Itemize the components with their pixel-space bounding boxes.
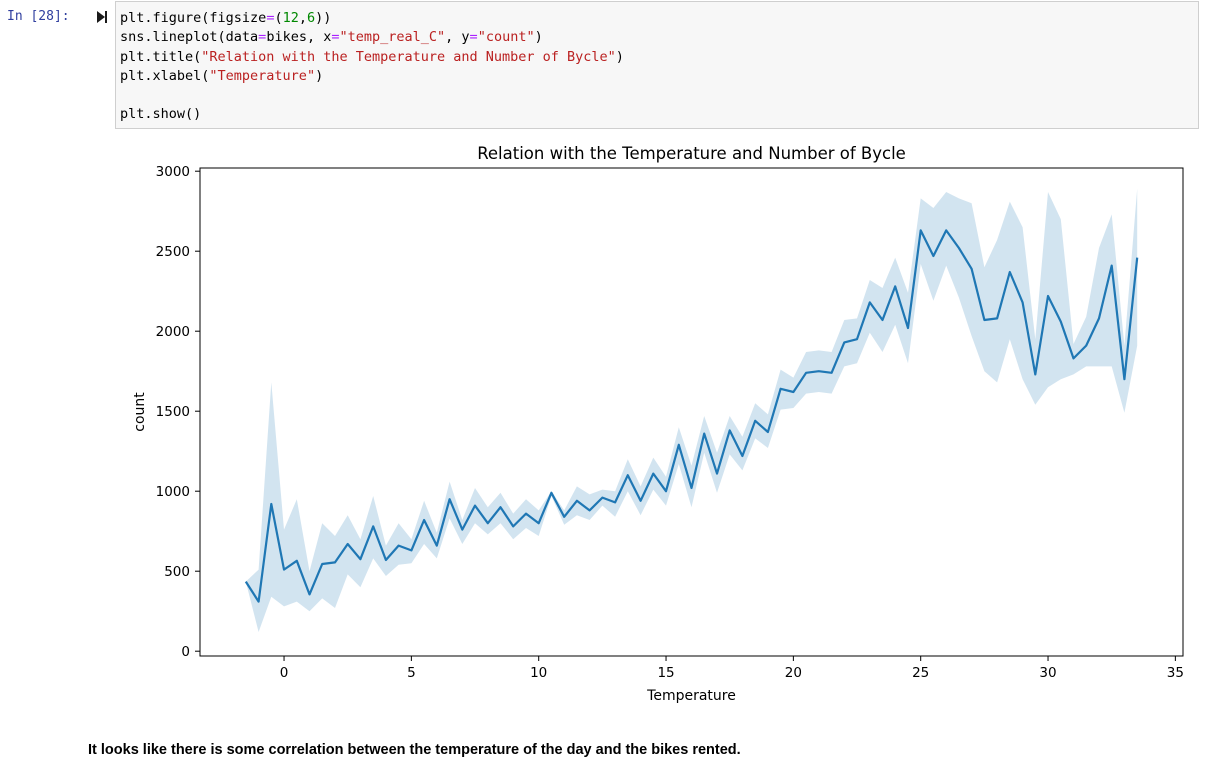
code-token: ) bbox=[315, 67, 324, 84]
y-tick-label: 2500 bbox=[156, 244, 190, 260]
code-token: bikes, x bbox=[266, 29, 332, 46]
cell-prompt: In [28]: bbox=[7, 9, 70, 24]
code-token: plt.xlabel( bbox=[120, 67, 210, 84]
x-tick-label: 10 bbox=[530, 665, 547, 681]
code-token: "Temperature" bbox=[209, 67, 316, 84]
chart-title: Relation with the Temperature and Number… bbox=[477, 144, 906, 163]
code-token: = bbox=[258, 29, 267, 46]
y-tick-label: 500 bbox=[164, 564, 190, 580]
code-token: ( bbox=[274, 10, 283, 26]
code-editor[interactable]: plt.figure(figsize=(12,6)) sns.lineplot(… bbox=[120, 9, 624, 125]
code-token: , bbox=[298, 10, 307, 26]
code-token: 6 bbox=[307, 10, 316, 26]
x-tick-label: 5 bbox=[407, 665, 416, 681]
y-tick-label: 1500 bbox=[156, 404, 190, 420]
chart: 0 5 10 15 20 25 30 35 050010001500200025003000 … bbox=[132, 144, 1184, 704]
code-token: sns.lineplot(data bbox=[120, 29, 259, 46]
plot-frame bbox=[199, 167, 1184, 657]
code-line: plt.show() bbox=[120, 106, 201, 122]
code-token: ) bbox=[615, 48, 624, 65]
code-token: "count" bbox=[477, 29, 535, 46]
y-axis-label: count bbox=[132, 392, 148, 432]
code-token: = bbox=[266, 10, 275, 26]
code-token: plt.title( bbox=[120, 48, 202, 65]
y-tick-label: 1000 bbox=[156, 484, 190, 500]
code-token: plt.show() bbox=[120, 106, 202, 123]
code-line: plt.title("Relation with the Temperature… bbox=[120, 49, 624, 65]
code-cell-input[interactable]: plt.figure(figsize=(12,6)) sns.lineplot(… bbox=[115, 1, 1199, 129]
markdown-note: It looks like there is some correlation … bbox=[88, 742, 741, 758]
x-tick-label: 20 bbox=[785, 665, 802, 681]
code-token: plt.figure(figsize bbox=[120, 10, 267, 26]
count-line bbox=[244, 229, 1139, 603]
code-token: "Relation with the Temperature and Numbe… bbox=[201, 48, 616, 65]
code-token: "temp_real_C" bbox=[339, 29, 446, 46]
x-tick-label: 15 bbox=[657, 665, 674, 681]
run-cell-icon[interactable] bbox=[96, 10, 108, 24]
code-token: , y bbox=[445, 29, 470, 46]
code-token: 12 bbox=[282, 10, 299, 26]
code-token: = bbox=[469, 29, 478, 46]
x-tick-label: 30 bbox=[1039, 665, 1056, 681]
code-line: sns.lineplot(data=bikes, x="temp_real_C"… bbox=[120, 29, 543, 45]
x-tick-label: 35 bbox=[1167, 665, 1184, 681]
y-tick-label: 3000 bbox=[156, 164, 190, 180]
x-tick-label: 25 bbox=[912, 665, 929, 681]
x-axis-label: Temperature bbox=[646, 688, 736, 704]
y-tick-label: 0 bbox=[181, 644, 190, 660]
code-line: plt.figure(figsize=(12,6)) bbox=[120, 10, 331, 26]
confidence-band bbox=[245, 188, 1138, 633]
code-token: )) bbox=[315, 10, 332, 26]
code-token: ) bbox=[534, 29, 543, 46]
y-tick-label: 2000 bbox=[156, 324, 190, 340]
code-line: plt.xlabel("Temperature") bbox=[120, 68, 323, 84]
x-tick-label: 0 bbox=[280, 665, 289, 681]
code-token: = bbox=[331, 29, 340, 46]
